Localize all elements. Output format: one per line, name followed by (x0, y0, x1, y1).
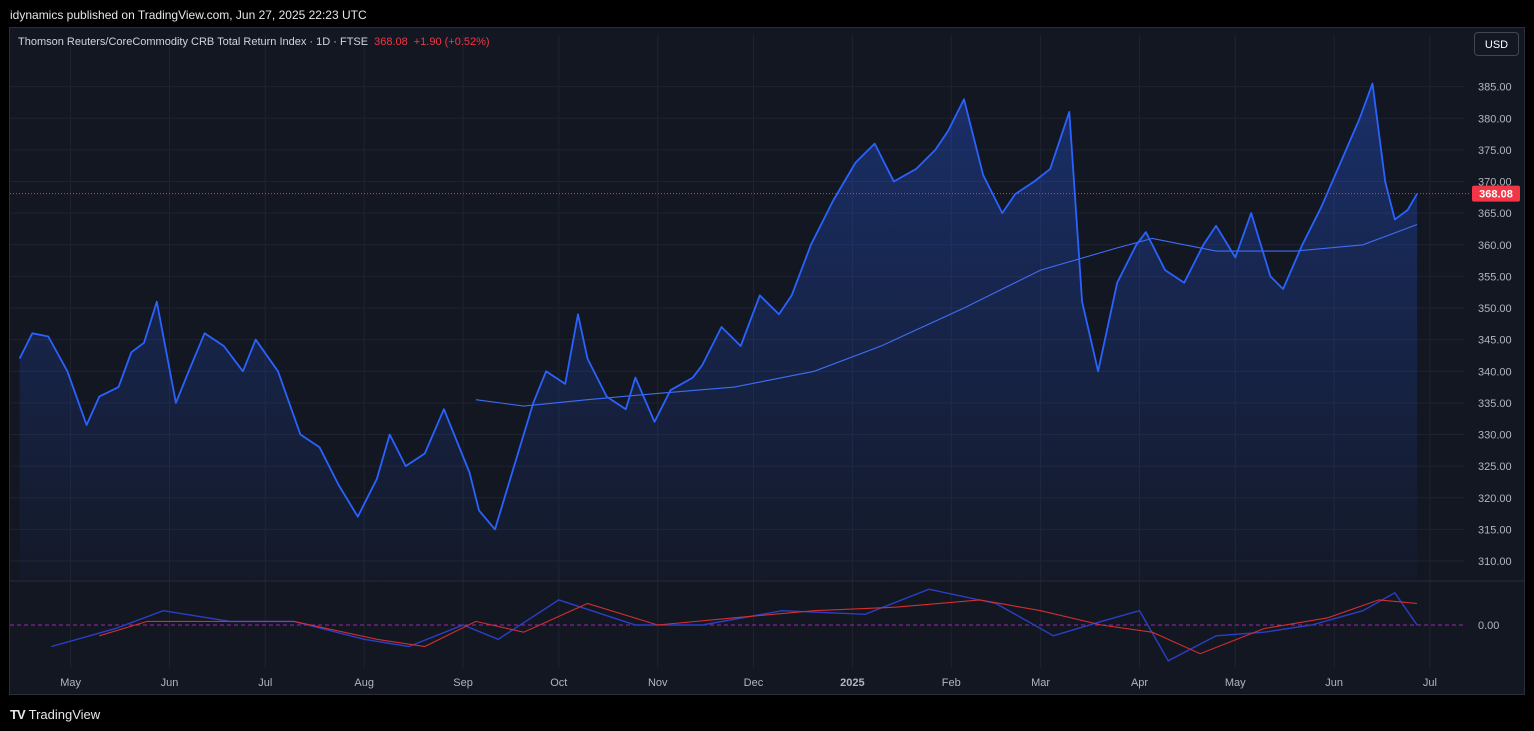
y-tick-label: 355.00 (1478, 271, 1512, 283)
y-tick-label: 310.00 (1478, 556, 1512, 568)
x-tick-label: Oct (550, 677, 567, 689)
y-tick-label: 360.00 (1478, 240, 1512, 252)
y-tick-label: 385.00 (1478, 82, 1512, 94)
time-axis[interactable]: May Jun Jul Aug Sep Oct Nov Dec 2025 Feb Mar Apr May… (60, 677, 1437, 689)
y-tick-label: 365.00 (1478, 208, 1512, 220)
symbol-title: Thomson Reuters/CoreCommodity CRB Total … (18, 36, 369, 48)
y-tick-label: 330.00 (1478, 430, 1512, 442)
current-price-tag: 368.08 (10, 185, 1520, 202)
x-tick-label: May (60, 677, 81, 689)
y-tick-label: 350.00 (1478, 303, 1512, 315)
y-tick-label: 340.00 (1478, 366, 1512, 378)
x-tick-label: Sep (453, 677, 473, 689)
legend-price: 368.08 (374, 36, 408, 48)
y-tick-label: 320.00 (1478, 493, 1512, 505)
legend-change: +1.90 (+0.52%) (413, 36, 490, 48)
x-tick-label: Apr (1131, 677, 1148, 689)
moving-average (475, 223, 1418, 407)
x-tick-label: Nov (648, 677, 668, 689)
moving-average-line (475, 223, 1418, 407)
current-price-box (1472, 185, 1520, 202)
y-tick-label: 335.00 (1478, 398, 1512, 410)
currency-button[interactable]: USD (1474, 32, 1519, 56)
x-tick-label: Dec (744, 677, 764, 689)
y-tick-label: 370.00 (1478, 177, 1512, 189)
osc-y-tick-label: 0.00 (1478, 620, 1499, 632)
publish-info: idynamics published on TradingView.com, … (10, 8, 367, 22)
tv-logo-icon: TV (10, 707, 26, 722)
oscillator-pane (10, 588, 1465, 662)
oscillator-slow-line (99, 599, 1418, 655)
footer: TV TradingView (0, 697, 1534, 731)
x-tick-label: Mar (1031, 677, 1050, 689)
x-tick-label: Jul (1423, 677, 1437, 689)
y-tick-label: 380.00 (1478, 113, 1512, 125)
price-area (19, 83, 1418, 580)
x-tick-label: Aug (354, 677, 374, 689)
y-tick-label: 315.00 (1478, 524, 1512, 536)
brand-name: TradingView (28, 707, 101, 722)
price-line (18, 82, 1418, 531)
current-price-label: 368.08 (1479, 189, 1513, 201)
y-tick-label: 375.00 (1478, 145, 1512, 157)
x-tick-label: May (1225, 677, 1246, 689)
symbol-legend[interactable]: Thomson Reuters/CoreCommodity CRB Total … (18, 36, 490, 48)
y-tick-label: 345.00 (1478, 335, 1512, 347)
x-tick-label: Feb (942, 677, 961, 689)
tradingview-logo[interactable]: TV TradingView (10, 707, 100, 722)
y-tick-label: 325.00 (1478, 461, 1512, 473)
x-tick-label: Jun (1325, 677, 1343, 689)
price-series (18, 82, 1418, 531)
publish-header: idynamics published on TradingView.com, … (0, 0, 1534, 27)
price-axis[interactable]: 385.00 380.00 375.00 370.00 365.00 360.00 355.… (1478, 82, 1512, 632)
x-tick-label: Jun (161, 677, 179, 689)
x-tick-label: Jul (258, 677, 272, 689)
price-area-fill (19, 83, 1418, 580)
x-tick-label: 2025 (840, 677, 864, 689)
